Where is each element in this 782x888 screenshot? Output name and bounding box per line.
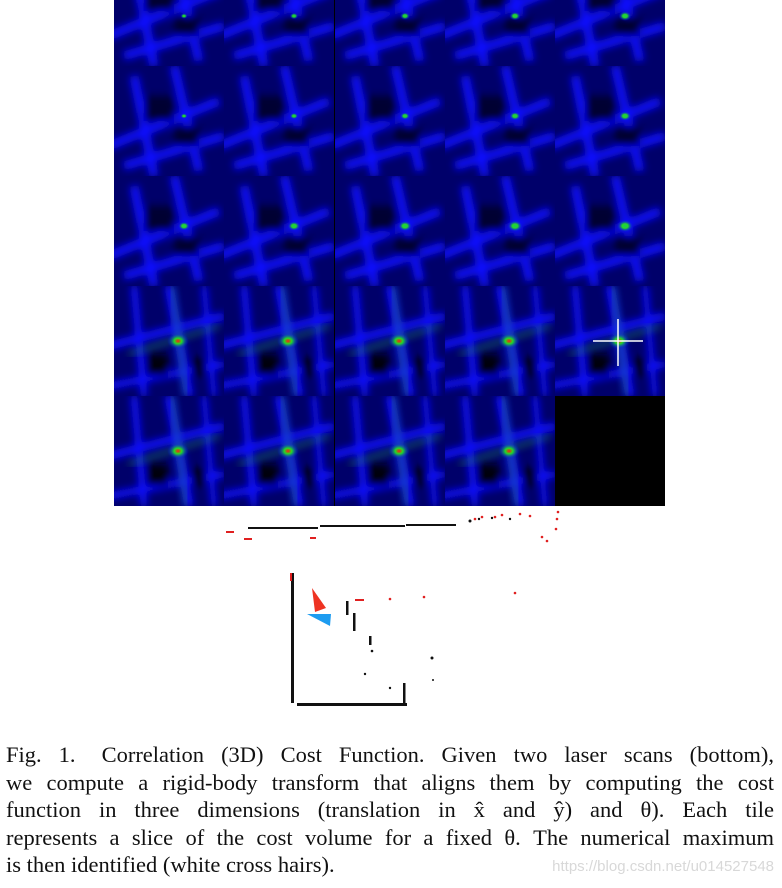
laser-scan-svg: [226, 510, 560, 706]
cost-slice-tile: [445, 66, 555, 176]
cost-slice-tile: [224, 286, 334, 396]
caption-line-4: represents a slice of the cost volume fo…: [6, 824, 774, 850]
cost-slice-tile: [335, 0, 445, 66]
cost-slice-tile: [114, 66, 224, 176]
pose-marker-red: [312, 588, 326, 612]
cost-slice-tile: [114, 286, 224, 396]
caption-line-2: we compute a rigid-body transform that a…: [6, 769, 774, 795]
cost-slice-tile: [335, 396, 445, 506]
cost-function-tile-grid: [114, 0, 665, 506]
figure-caption: Fig. 1. Correlation (3D) Cost Function. G…: [6, 741, 774, 879]
cost-slice-tile: [555, 0, 665, 66]
cost-slice-tile: [224, 396, 334, 506]
cost-slice-tile: [445, 176, 555, 286]
cost-slice-tile: [445, 396, 555, 506]
cost-slice-tile: [555, 66, 665, 176]
cost-slice-tile: [335, 66, 445, 176]
figure-label: Fig. 1.: [6, 742, 76, 767]
caption-line-1: Fig. 1. Correlation (3D) Cost Function. G…: [6, 742, 775, 767]
cost-slice-tile-maximum-crosshair: [555, 286, 665, 396]
cost-slice-tile: [555, 396, 665, 506]
caption-line-3: function in three dimensions (translatio…: [6, 797, 774, 822]
cost-slice-tile: [224, 0, 334, 66]
cost-slice-tile: [555, 176, 665, 286]
cost-slice-tile: [445, 0, 555, 66]
cost-slice-tile: [445, 286, 555, 396]
pose-marker-blue: [307, 614, 331, 626]
cost-slice-tile: [114, 176, 224, 286]
cost-slice-tile: [224, 176, 334, 286]
cost-slice-tile: [335, 176, 445, 286]
cost-slice-tile: [224, 66, 334, 176]
caption-line-5: is then identified (white cross hairs).: [6, 852, 335, 877]
watermark: https://blog.csdn.net/u014527548: [552, 858, 774, 875]
cost-slice-tile: [335, 286, 445, 396]
laser-scan-plot: [220, 505, 580, 715]
cost-slice-tile: [114, 396, 224, 506]
cost-slice-tile: [114, 0, 224, 66]
